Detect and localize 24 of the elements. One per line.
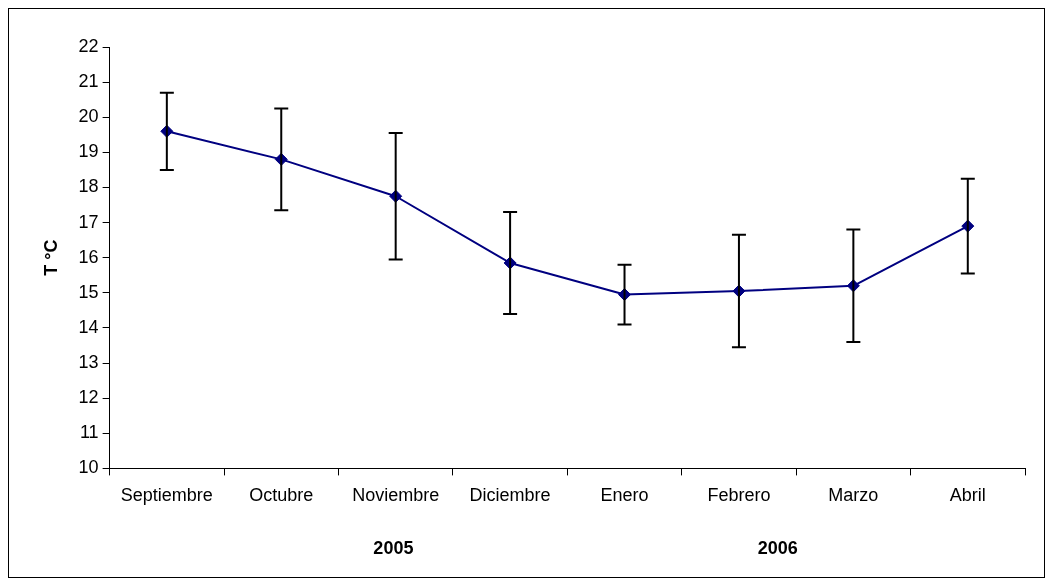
y-tick-label: 18 [78, 176, 99, 197]
y-tick-label: 21 [78, 71, 99, 92]
y-tick-label: 17 [78, 211, 99, 232]
x-tick-label: Diciembre [469, 485, 551, 506]
x-tick-label: Febrero [707, 485, 771, 506]
y-tick-label: 15 [78, 281, 99, 302]
x-tick-label: Septiembre [120, 485, 213, 506]
text: 2006 [757, 538, 798, 559]
y-axis-title: T °C [40, 239, 61, 276]
x-tick-label: Noviembre [352, 485, 440, 506]
y-tick-label: 12 [78, 387, 99, 408]
y-tick-label: 22 [78, 35, 99, 56]
x-tick-label: Octubre [249, 485, 314, 506]
y-tick-label: 14 [78, 316, 99, 337]
y-tick-label: 20 [78, 106, 99, 127]
x-tick-label: Marzo [828, 485, 879, 506]
y-tick-label: 11 [79, 422, 99, 443]
text: 2005 [373, 538, 414, 559]
x-tick-label: Enero [600, 485, 649, 506]
y-tick-label: 16 [78, 246, 99, 267]
y-tick-label: 13 [78, 352, 99, 373]
y-tick-label: 10 [78, 457, 99, 478]
y-tick-label: 19 [78, 141, 99, 162]
x-tick-label: Abril [949, 485, 986, 506]
